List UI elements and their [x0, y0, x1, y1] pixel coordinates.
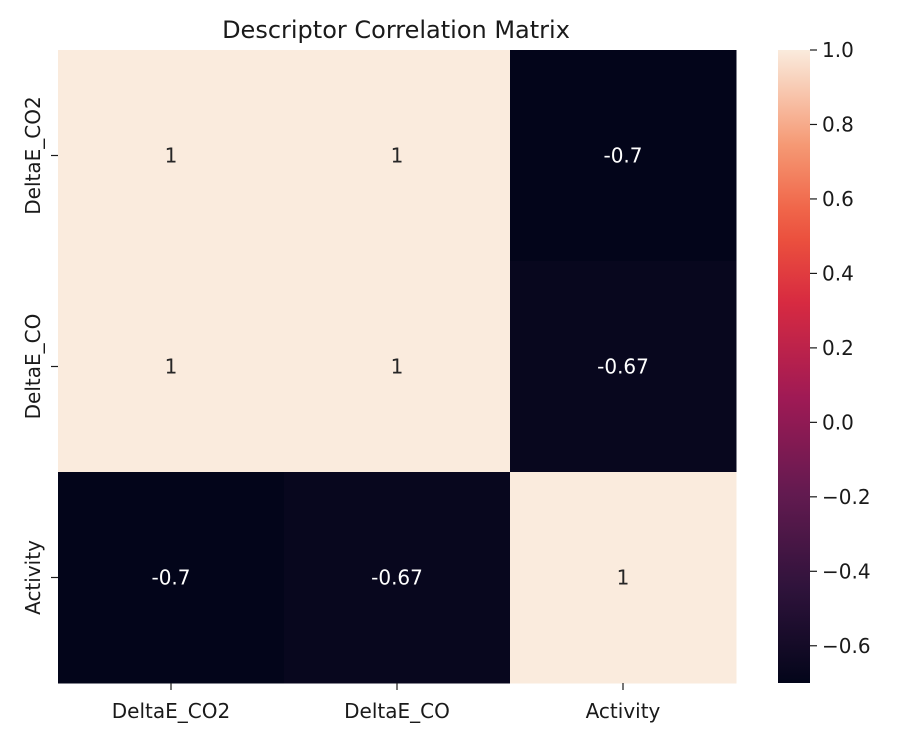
colorbar-gradient — [778, 50, 810, 683]
heatmap-cell — [284, 472, 511, 684]
x-tick-label: DeltaE_CO — [344, 699, 450, 723]
x-tick-label: Activity — [586, 699, 661, 723]
heatmap-cell — [58, 261, 285, 473]
colorbar-tick-label: −0.4 — [822, 559, 871, 583]
heatmap-cell — [58, 50, 285, 262]
x-axis: DeltaE_CO2 DeltaE_CO Activity — [112, 683, 661, 723]
chart-title: Descriptor Correlation Matrix — [222, 16, 570, 44]
y-tick-label: Activity — [21, 540, 45, 615]
y-tick-label: DeltaE_CO — [21, 314, 45, 420]
heatmap-cell — [284, 50, 511, 262]
cell-annotation: 1 — [165, 355, 178, 379]
y-tick-label: DeltaE_CO2 — [21, 96, 45, 214]
colorbar-tick-label: 0.6 — [822, 187, 854, 211]
cell-annotation: 1 — [391, 144, 404, 168]
colorbar-tick-label: 0.2 — [822, 336, 854, 360]
cell-annotation: 1 — [165, 144, 178, 168]
colorbar-tick-label: −0.6 — [822, 634, 871, 658]
colorbar-tick-label: 0.4 — [822, 261, 854, 285]
colorbar: 1.0 0.8 0.6 0.4 0.2 0.0 −0.2 −0.4 −0.6 — [778, 38, 871, 683]
colorbar-tick-label: 0.0 — [822, 410, 854, 434]
cell-annotation: -0.7 — [603, 144, 642, 168]
heatmap-cell — [284, 261, 511, 473]
heatmap-annotations: 1 1 -0.7 1 1 -0.67 -0.7 -0.67 1 — [151, 144, 648, 590]
cell-annotation: -0.67 — [597, 355, 649, 379]
heatmap-cells — [58, 50, 737, 684]
heatmap-cell — [510, 472, 737, 684]
cell-annotation: -0.67 — [371, 566, 423, 590]
colorbar-tick-label: 1.0 — [822, 38, 854, 62]
y-axis: DeltaE_CO2 DeltaE_CO Activity — [21, 96, 58, 615]
cell-annotation: 1 — [617, 566, 630, 590]
heatmap-cell — [510, 261, 737, 473]
colorbar-tick-label: 0.8 — [822, 112, 854, 136]
colorbar-tick-label: −0.2 — [822, 485, 871, 509]
heatmap-cell — [58, 472, 285, 684]
x-tick-label: DeltaE_CO2 — [112, 699, 230, 723]
cell-annotation: -0.7 — [151, 566, 190, 590]
heatmap-cell — [510, 50, 737, 262]
cell-annotation: 1 — [391, 355, 404, 379]
